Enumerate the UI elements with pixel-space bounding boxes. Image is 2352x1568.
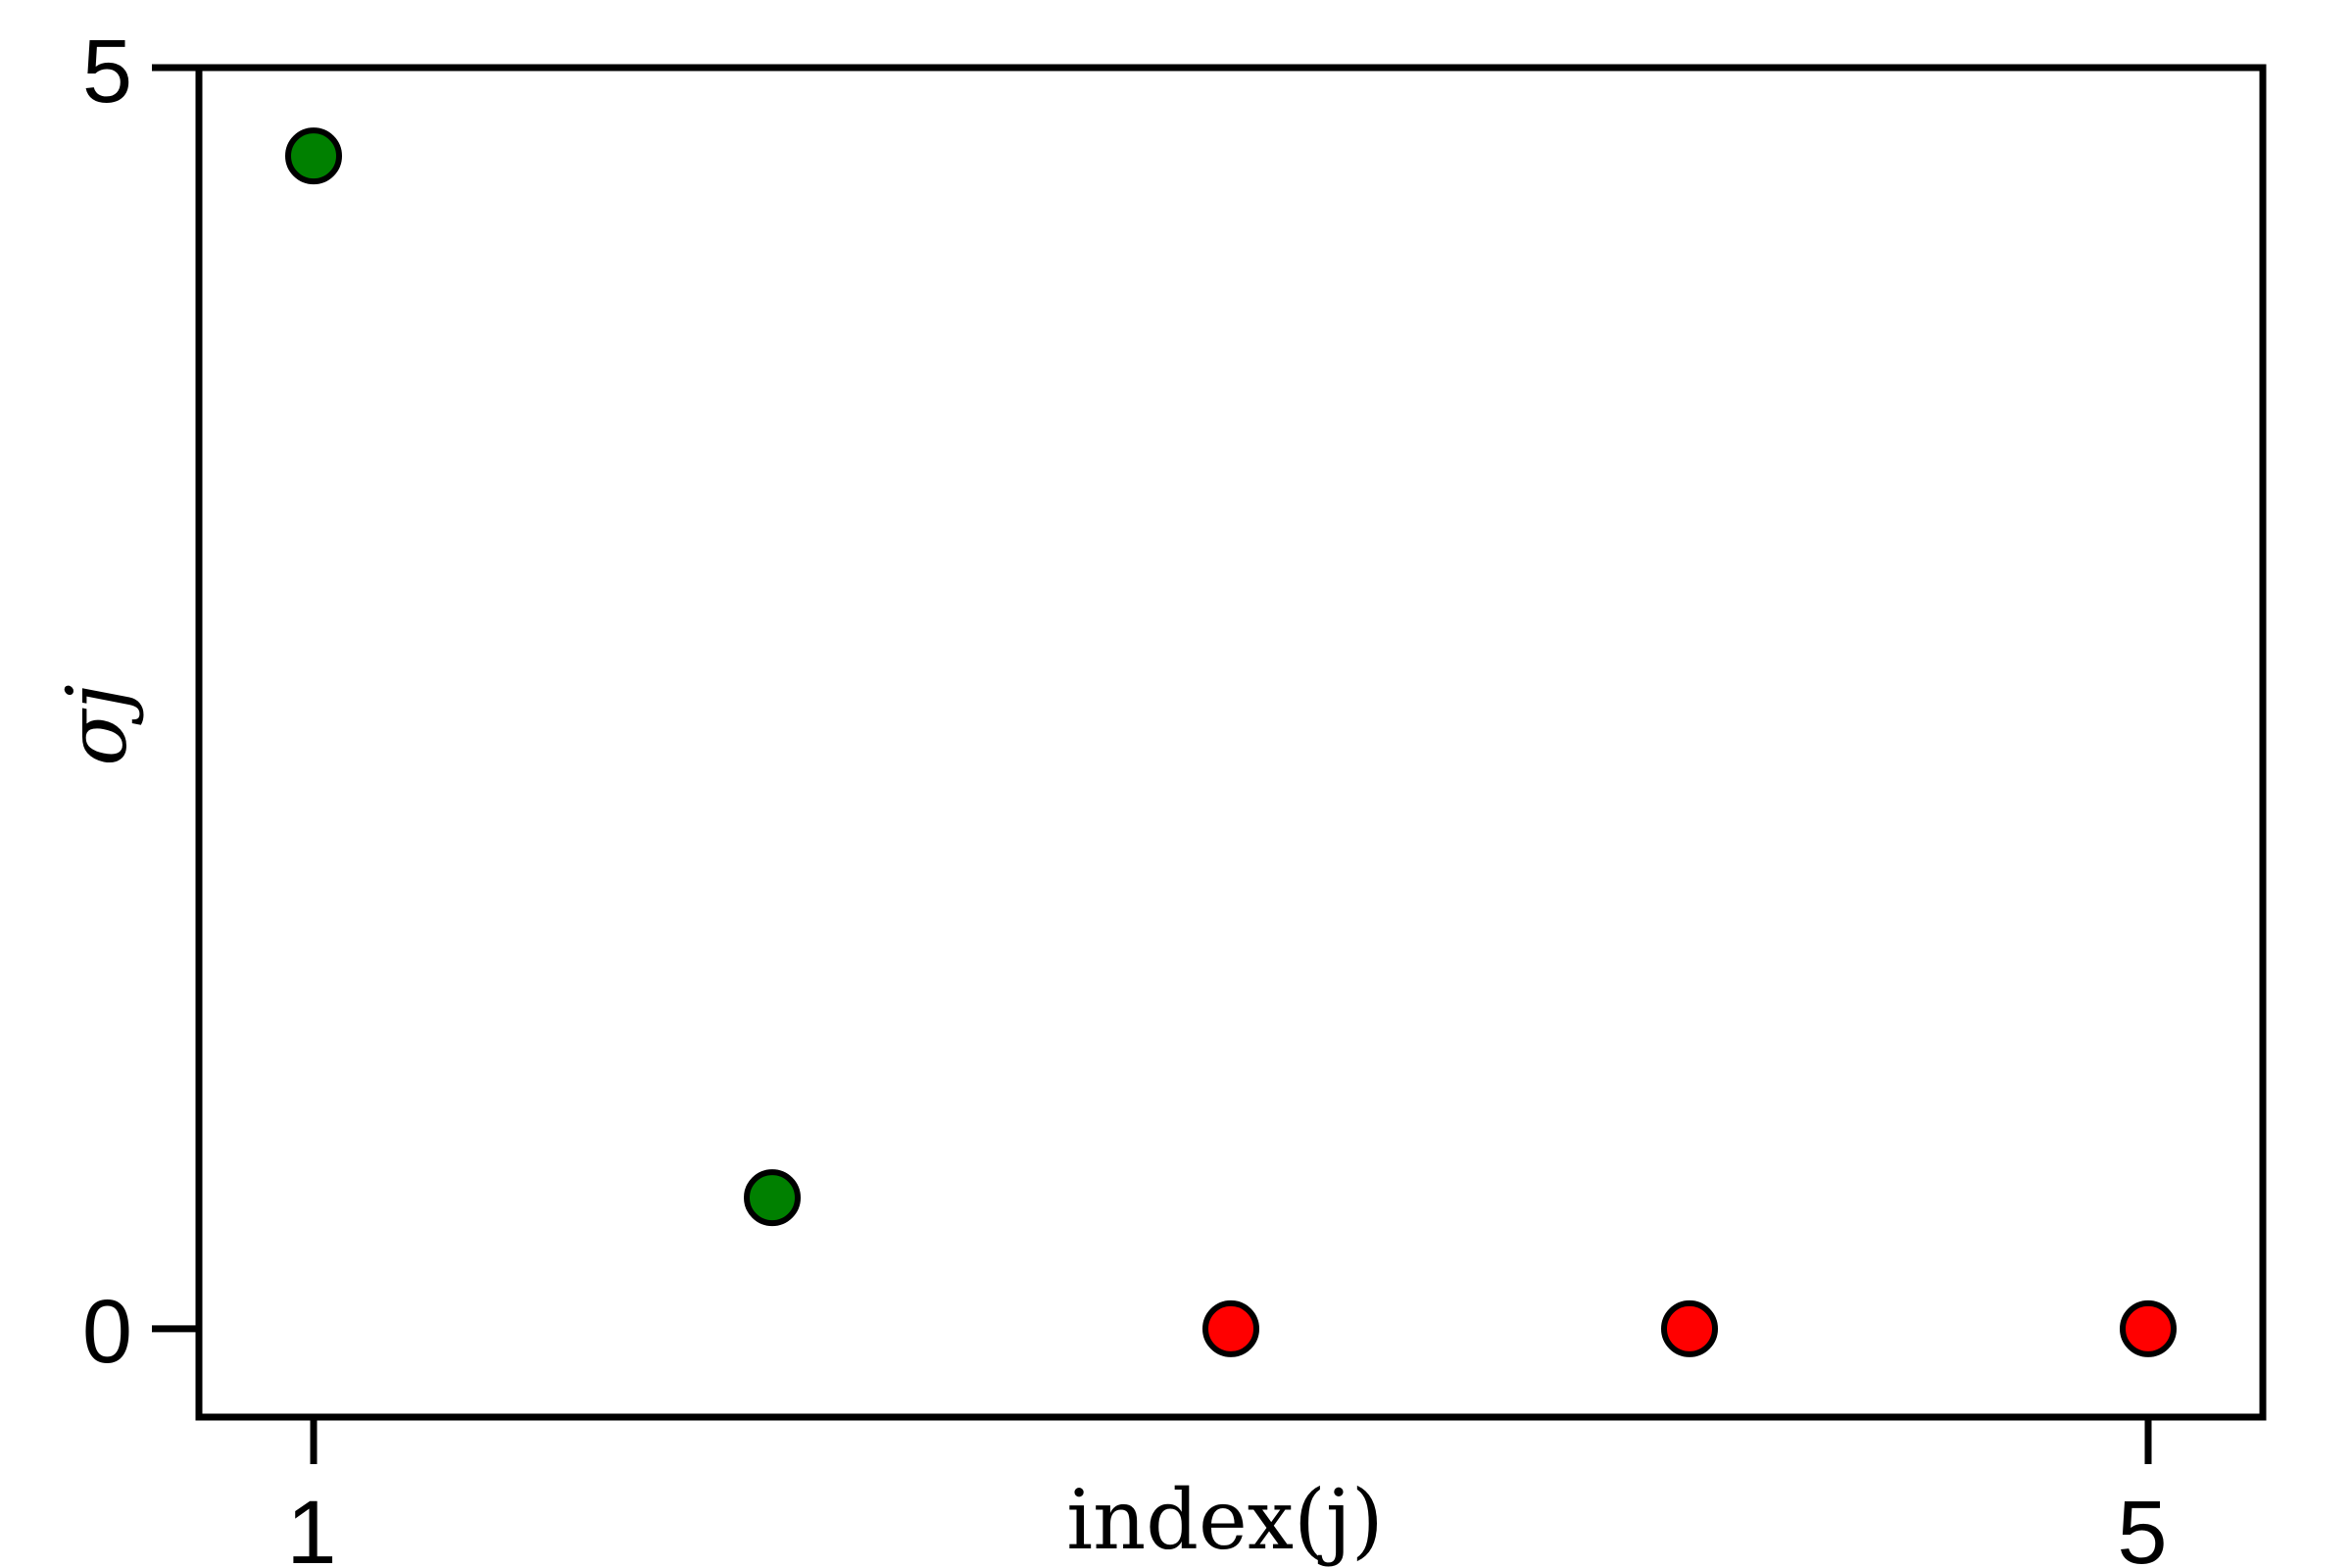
plot-area-frame <box>195 64 2267 1421</box>
x-tick-label-1: 1 <box>286 1483 336 1568</box>
x-axis-label: index(j) <box>1066 1472 1383 1568</box>
y-tick-label-0: 0 <box>82 1282 132 1382</box>
data-point-4 <box>1661 1299 1718 1357</box>
data-points <box>285 127 2177 1357</box>
data-point-5 <box>2120 1299 2177 1357</box>
x-tick-label-5: 5 <box>2117 1483 2167 1568</box>
axis-ticks <box>152 64 2152 1464</box>
data-point-3 <box>1202 1299 1259 1357</box>
data-point-1 <box>285 127 342 185</box>
y-axis-label: σj <box>49 684 145 765</box>
y-tick-label-5: 5 <box>82 22 132 122</box>
data-point-2 <box>744 1169 801 1227</box>
